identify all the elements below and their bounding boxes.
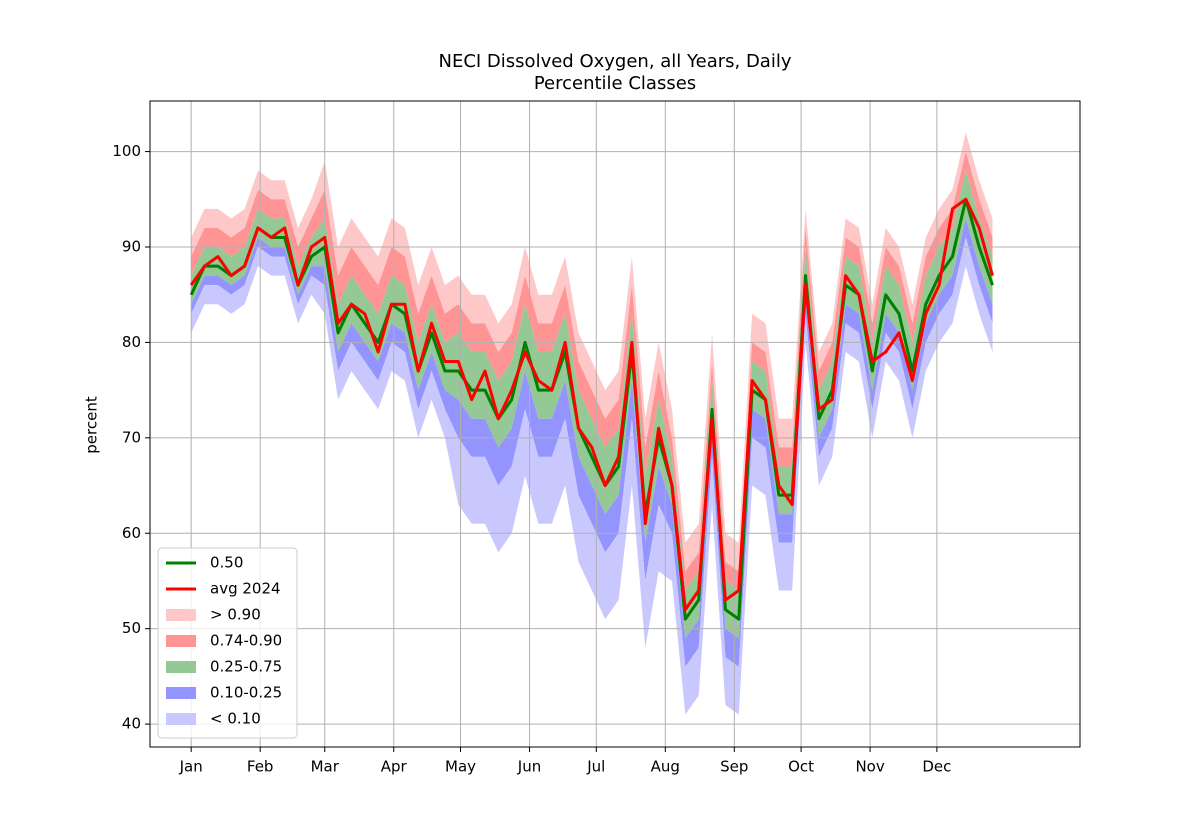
band-area <box>191 132 993 572</box>
legend-swatch <box>166 635 196 647</box>
legend-label: 0.25-0.75 <box>210 658 282 676</box>
legend-label: 0.10-0.25 <box>210 684 282 702</box>
plot-frame <box>149 100 1081 748</box>
y-tick-label: 50 <box>122 619 141 637</box>
x-tick-label: Jun <box>517 758 541 776</box>
x-tick-label: Oct <box>788 758 814 776</box>
y-tick-label: 100 <box>112 142 141 160</box>
x-tick-label: Apr <box>381 758 408 776</box>
x-tick-label: Aug <box>651 758 680 776</box>
bands <box>191 132 993 715</box>
legend-label: avg 2024 <box>210 580 281 598</box>
y-tick-label: 80 <box>122 333 141 351</box>
x-tick-label: Nov <box>855 758 884 776</box>
x-tick-label: Dec <box>922 758 951 776</box>
legend-swatch <box>166 609 196 621</box>
grid <box>150 101 1080 747</box>
legend-label: 0.50 <box>210 554 243 572</box>
y-tick-label: 40 <box>122 715 141 733</box>
chart-subtitle: Percentile Classes <box>534 73 696 94</box>
legend-swatch <box>166 661 196 673</box>
band-area <box>191 151 993 591</box>
chart-title: NECI Dissolved Oxygen, all Years, Daily <box>439 51 792 72</box>
x-tick-label: May <box>445 758 476 776</box>
y-tick-label: 60 <box>122 524 141 542</box>
legend: 0.50 avg 2024 > 0.90 0.74-0.90 0.25-0.75 0.10… <box>157 547 298 739</box>
legend-label: 0.74-0.90 <box>210 632 282 650</box>
x-tick-label: Jul <box>586 758 605 776</box>
band-area <box>191 170 993 639</box>
y-tick-label: 70 <box>122 428 141 446</box>
legend-label: > 0.90 <box>210 606 261 624</box>
band-area <box>191 237 993 715</box>
lines <box>189 197 994 621</box>
x-tick-label: Mar <box>311 758 340 776</box>
axes: 40 50 60 70 80 90 100 Jan Feb Mar Apr May Jun Jul Aug S… <box>112 142 951 775</box>
x-tick-label: Feb <box>247 758 274 776</box>
band-area <box>191 218 993 667</box>
x-tick-label: Jan <box>179 758 203 776</box>
legend-swatch <box>166 687 196 699</box>
y-axis-label: percent <box>83 396 101 454</box>
legend-label: < 0.10 <box>210 710 261 728</box>
x-tick-label: Sep <box>720 758 748 776</box>
legend-swatch <box>166 713 196 725</box>
y-tick-label: 90 <box>122 237 141 255</box>
series-line <box>189 197 994 612</box>
